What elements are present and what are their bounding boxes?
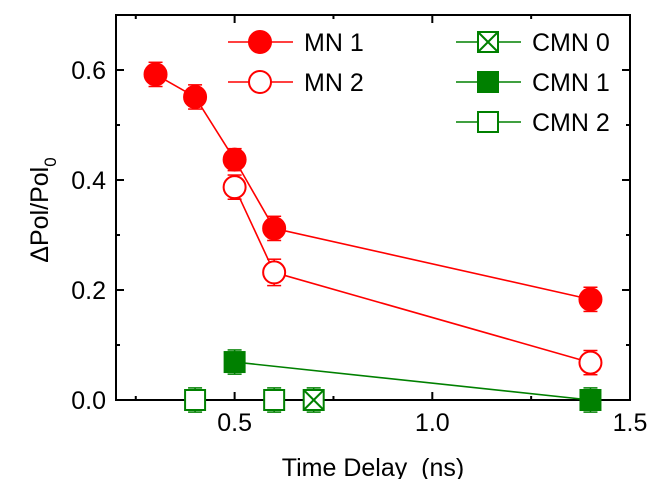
series-cmn-1 [223,349,602,413]
data-point [263,389,286,411]
y-axis-title-main: ΔPol/Pol [26,167,54,263]
legend-item-cmn-1: CMN 1 [456,69,610,97]
x-tick-label: 1.0 [415,409,450,437]
legend-item-cmn-2: CMN 2 [456,109,610,137]
legend-item-mn-1: MN 1 [228,29,364,57]
x-tick-label: 0.5 [217,409,252,437]
data-point [183,84,208,109]
data-series [143,61,603,413]
data-point [578,287,603,312]
legend-marker [477,111,499,133]
legend-label: CMN 1 [532,69,610,97]
data-point [222,175,247,200]
series-line [155,73,591,301]
data-point [578,350,603,375]
data-point [143,62,168,87]
series-line [234,361,591,401]
y-tick-label: 0.4 [71,167,106,195]
data-point [223,351,246,374]
y-tick-label: 0.0 [71,387,106,415]
legend-marker [248,70,272,94]
series-mn-1 [143,61,603,313]
legend: MN 1 MN 2 CMN 0 CMN 1 CMN 2 [228,29,610,137]
plot-frame [115,14,631,401]
series-line [233,186,591,364]
legend-marker [248,30,272,54]
data-point [262,216,287,241]
series-mn-2 [222,174,603,376]
legend-item-mn-2: MN 2 [228,69,364,97]
axis-tick-labels: 0.5 1.0 1.5 0.0 0.2 0.4 0.6 [71,57,647,437]
legend-label: MN 1 [304,29,364,57]
series-cmn-0 [302,387,325,413]
legend-item-cmn-0: CMN 0 [456,29,610,57]
y-tick-label: 0.2 [71,277,106,305]
data-point [262,260,287,285]
legend-label: MN 2 [304,69,364,97]
data-point [184,389,207,411]
x-axis-title: Time Delay (ns) [282,454,464,479]
y-axis-title-subscript: 0 [41,157,60,166]
y-tick-label: 0.6 [71,57,106,85]
legend-marker [477,71,499,93]
legend-label: CMN 2 [532,109,610,137]
x-tick-label: 1.5 [613,409,648,437]
y-axis-title: ΔPol/Pol0 [26,157,60,262]
axis-ticks [116,14,631,401]
data-point [222,147,247,172]
legend-marker-cross [477,31,499,53]
data-point-cross [302,389,325,411]
legend-label: CMN 0 [532,29,610,57]
series-cmn-2 [184,387,286,413]
data-point [579,389,602,411]
